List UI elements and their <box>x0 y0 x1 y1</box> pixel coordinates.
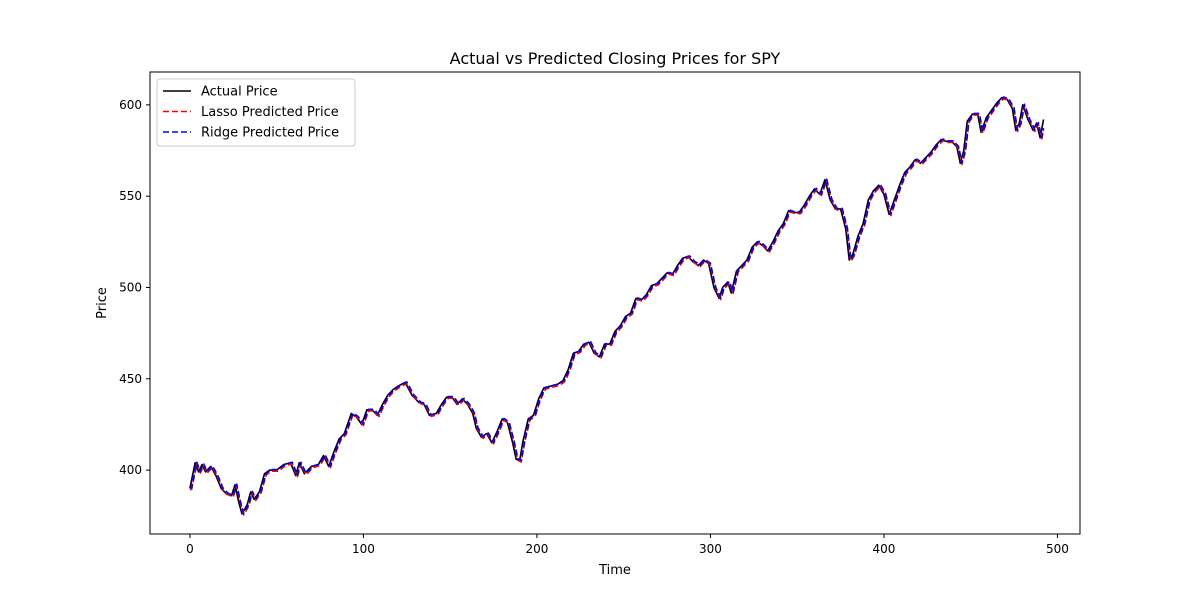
chart-title: Actual vs Predicted Closing Prices for S… <box>450 49 781 68</box>
legend: Actual Price Lasso Predicted Price Ridge P… <box>156 78 356 147</box>
y-tick-label: 450 <box>119 372 142 386</box>
x-axis-label: Time <box>598 563 631 578</box>
legend-box <box>156 78 356 147</box>
legend-label-1: Actual Price <box>201 85 278 100</box>
series-line-1 <box>189 96 1045 515</box>
y-tick-label: 500 <box>119 280 142 294</box>
x-tick-label: 500 <box>1046 542 1069 556</box>
legend-label-2: Lasso Predicted Price <box>201 105 339 120</box>
y-tick-label: 400 <box>119 463 142 477</box>
y-axis: 400 450 500 550 600 <box>119 98 150 477</box>
legend-label-3: Ridge Predicted Price <box>201 126 339 141</box>
y-axis-label: Price <box>95 287 110 319</box>
y-tick-label: 550 <box>119 189 142 203</box>
x-axis: 0 100 200 300 400 500 <box>186 534 1069 556</box>
x-tick-label: 400 <box>872 542 895 556</box>
y-tick-label: 600 <box>119 98 142 112</box>
x-tick-label: 200 <box>525 542 548 556</box>
x-tick-label: 100 <box>352 542 375 556</box>
x-tick-label: 300 <box>699 542 722 556</box>
x-tick-label: 0 <box>186 542 194 556</box>
plot-frame <box>149 71 1081 535</box>
series-layer <box>189 96 1045 516</box>
